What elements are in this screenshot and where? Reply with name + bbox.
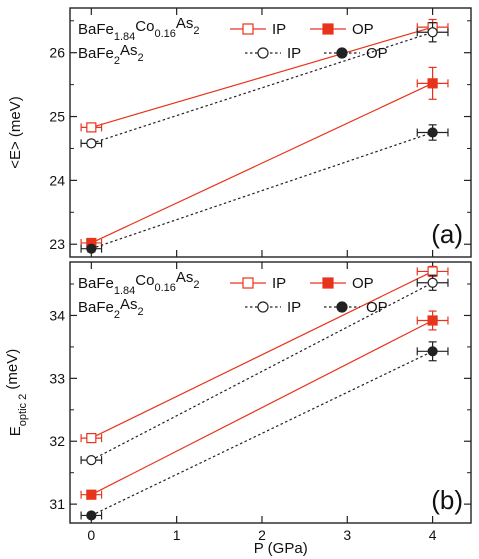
data-point [87,139,96,148]
data-point [428,316,437,325]
panel-a: 23 24 25 26 <E> (meV) (a) BaFe1.84Co0.16As2 IP O… [7,8,471,257]
legend-label: OP [366,299,388,316]
legend-marker [323,24,333,34]
data-point [87,490,96,499]
legend-label: OP [366,45,388,62]
x-axis-label: P (GPa) [254,540,308,557]
y-axis-label: Eoptic 2 (meV) [4,349,29,436]
legend-sample-name: BaFe1.84Co0.16As2 [78,269,200,297]
legend: BaFe1.84Co0.16As2 IP OP BaFe2As2 IP OP [78,15,388,67]
legend-sample-name: BaFe1.84Co0.16As2 [78,15,200,43]
data-point [87,123,96,132]
legend-marker [337,302,347,312]
data-point [87,456,96,465]
legend-marker [243,24,253,34]
legend-marker [323,278,333,288]
legend-sample-name: BaFe2As2 [78,42,144,67]
series-line [91,351,432,515]
x-tick-label: 3 [343,527,351,543]
legend-marker [258,302,268,312]
data-point [428,128,437,137]
legend-label: IP [272,21,286,38]
legend-sample-name: BaFe2As2 [78,296,144,321]
y-tick-label: 23 [49,236,65,252]
data-point [428,278,437,287]
series-line [91,320,432,494]
series-line [91,133,432,249]
y-tick-label: 26 [49,45,65,61]
data-point [428,79,437,88]
y-tick-label: 32 [49,433,65,449]
panel-label: (a) [431,219,463,249]
panel-label: (b) [431,485,463,515]
legend-marker [258,48,268,58]
data-point [87,244,96,253]
series-line [91,27,432,127]
y-tick-label: 31 [49,496,65,512]
x-tick-label: 0 [87,527,95,543]
y-tick-label: 25 [49,109,65,125]
data-point [428,28,437,37]
y-tick-label: 24 [49,172,65,188]
y-tick-label: 33 [49,370,65,386]
legend-label: IP [287,45,301,62]
data-point [428,267,437,276]
legend: BaFe1.84Co0.16As2 IP OP BaFe2As2 IP OP [78,269,388,321]
legend-label: OP [352,275,374,292]
legend-label: IP [272,275,286,292]
data-point [87,511,96,520]
y-tick-label: 34 [49,307,65,323]
series-line [91,83,432,243]
legend-label: OP [352,21,374,38]
series-line [91,271,432,438]
x-tick-label: 4 [429,527,437,543]
legend-label: IP [287,299,301,316]
y-axis-label: <E> (meV) [7,96,24,169]
legend-marker [337,48,347,58]
data-point [428,347,437,356]
legend-marker [243,278,253,288]
x-tick-label: 1 [173,527,181,543]
data-point [87,434,96,443]
